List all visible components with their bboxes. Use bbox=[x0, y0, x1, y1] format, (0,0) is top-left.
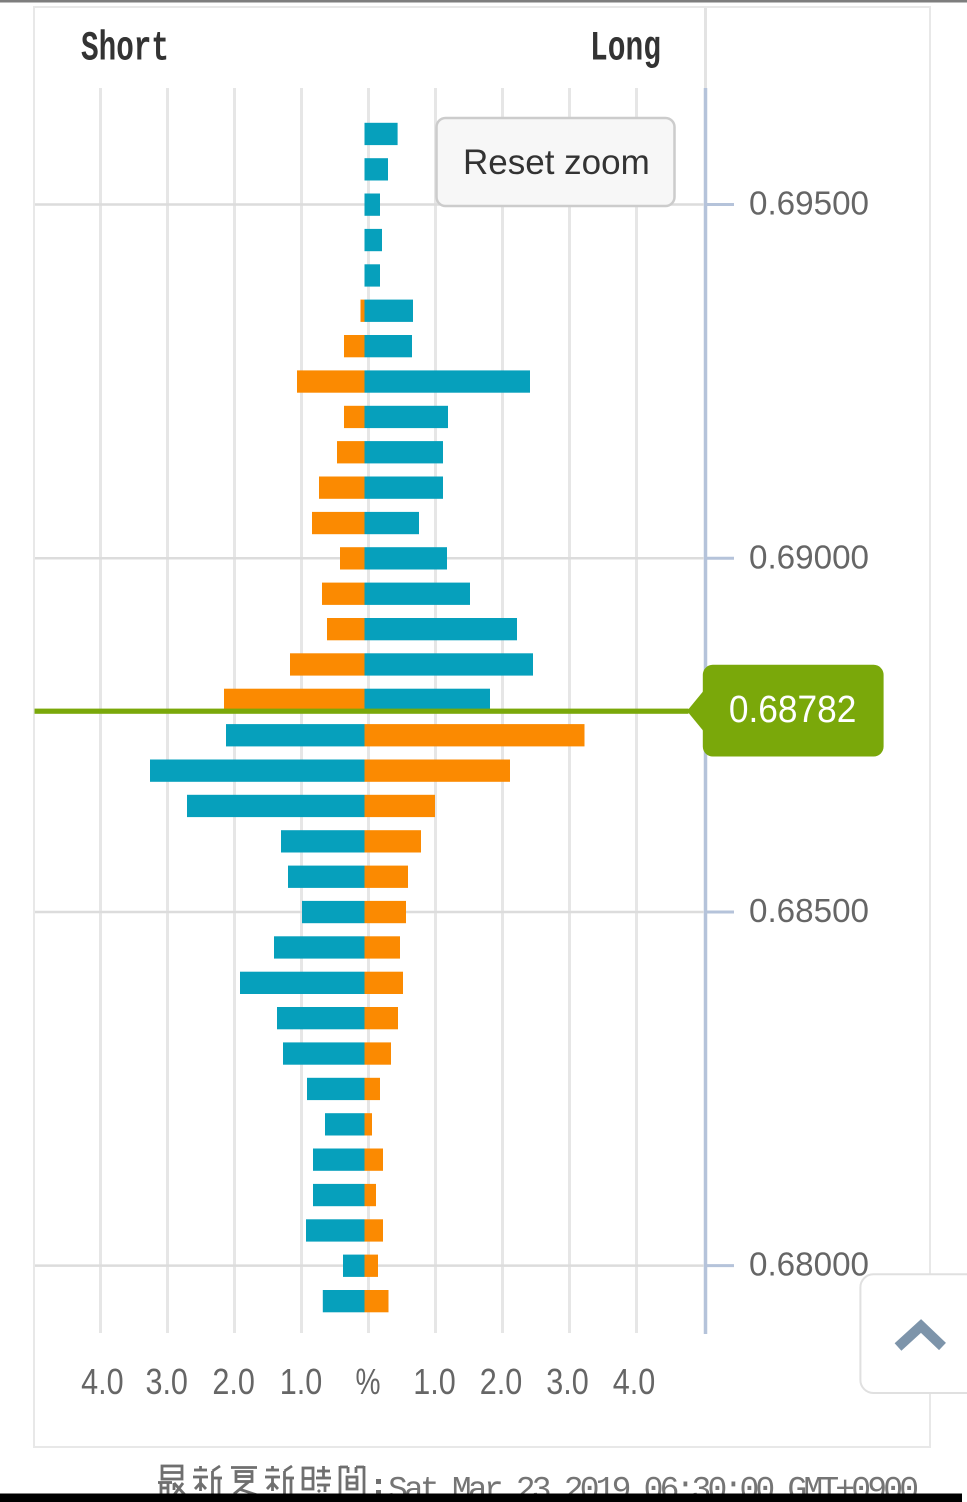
svg-text:3.0: 3.0 bbox=[145, 1361, 188, 1402]
svg-text:4.0: 4.0 bbox=[81, 1361, 124, 1402]
svg-text:Reset zoom: Reset zoom bbox=[463, 143, 650, 182]
svg-text:0.68500: 0.68500 bbox=[749, 892, 869, 929]
svg-text:2.0: 2.0 bbox=[212, 1361, 255, 1402]
svg-text:0.69500: 0.69500 bbox=[749, 185, 869, 222]
svg-text:1.0: 1.0 bbox=[280, 1361, 323, 1402]
svg-text:1.0: 1.0 bbox=[413, 1361, 456, 1402]
svg-text:3.0: 3.0 bbox=[546, 1361, 589, 1402]
svg-text:Short: Short bbox=[81, 25, 169, 73]
svg-text:2.0: 2.0 bbox=[480, 1361, 523, 1402]
svg-text:4.0: 4.0 bbox=[613, 1361, 656, 1402]
svg-text:Long: Long bbox=[590, 25, 661, 73]
svg-text:0.68782: 0.68782 bbox=[729, 689, 857, 731]
svg-text:0.69000: 0.69000 bbox=[749, 538, 869, 575]
svg-text:0.68000: 0.68000 bbox=[749, 1246, 869, 1283]
svg-text:%: % bbox=[356, 1361, 381, 1402]
